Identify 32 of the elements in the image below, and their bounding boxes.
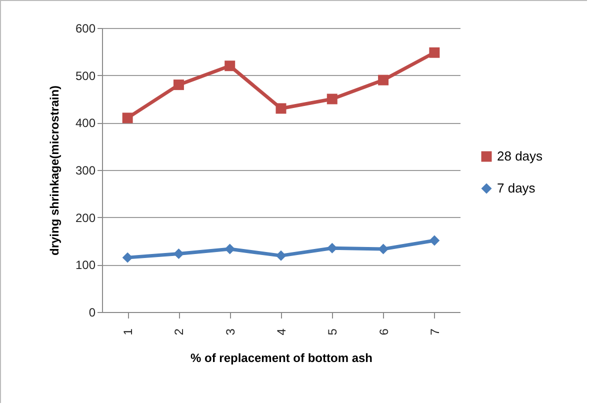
point [276,103,286,114]
point [224,60,236,72]
y-tick-label: 400 [75,116,96,130]
x-tick-label: 6 [376,328,391,336]
point [326,242,338,254]
x-tick-label: 2 [172,328,186,336]
legend-label: 28 days [497,148,544,164]
point [173,248,184,260]
point [276,250,286,261]
point [378,74,389,86]
x-tick-label: 5 [326,328,340,336]
point [326,94,338,104]
x-tick-label: 3 [223,328,238,336]
x-tick-label: 7 [428,328,442,336]
y-tick-label: 100 [75,258,96,272]
y-axis-title: drying shrinkage(microstrain) [47,85,62,256]
point [173,80,184,90]
y-tick-label: 600 [75,22,96,36]
y-tick-label: 200 [75,210,96,225]
point [429,47,440,58]
point [224,244,236,254]
legend-label: 7 days [497,180,536,196]
y-tick-label: 500 [75,68,96,83]
point [378,244,389,254]
x-tick-label: 1 [121,328,136,336]
y-tick-label: 300 [75,164,96,178]
x-tick-label: 4 [274,328,288,336]
x-axis-title: % of replacement of bottom ash [190,351,373,366]
point [122,112,133,124]
point [122,252,133,263]
y-tick-label: 0 [88,306,96,320]
point [429,235,440,246]
